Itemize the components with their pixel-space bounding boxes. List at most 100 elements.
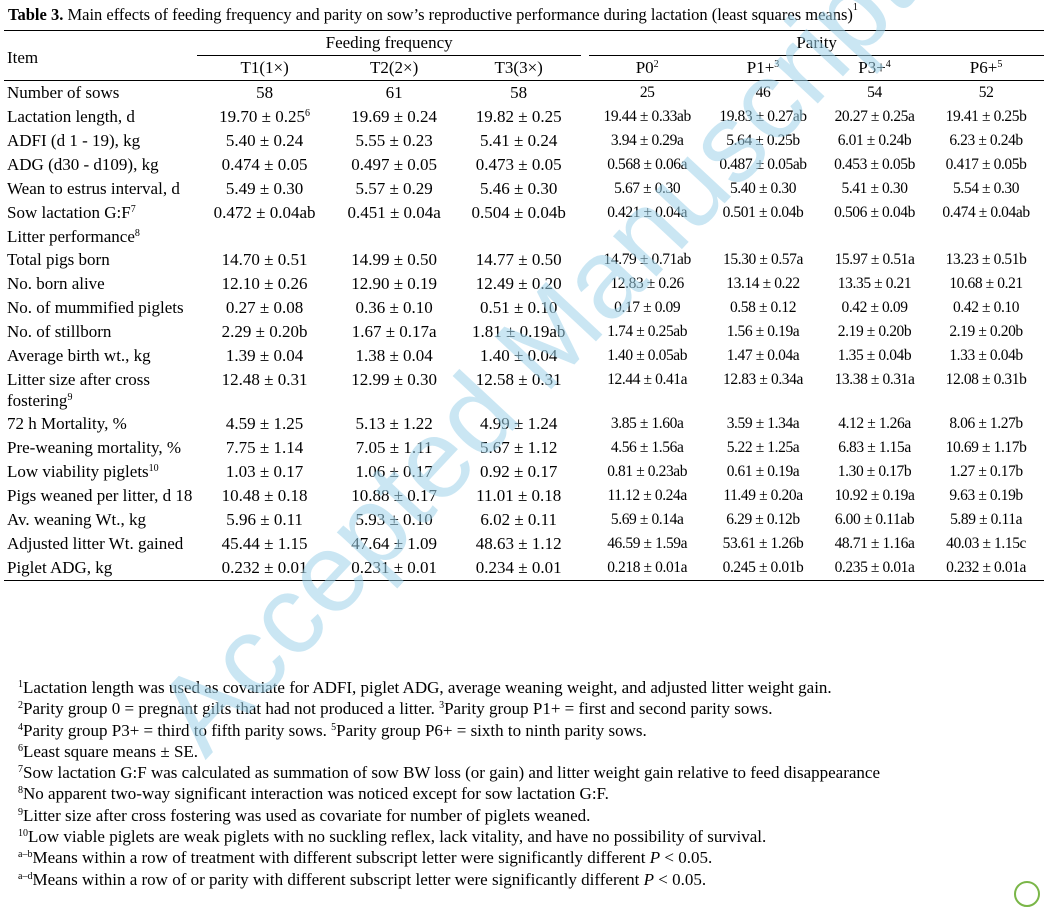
cell-text: 10.68 ± 0.21 <box>949 275 1023 292</box>
cell-text: 3.59 ± 1.34a <box>726 415 800 432</box>
cell: 5.54 ± 0.30 <box>928 177 1044 201</box>
row-label: Pigs weaned per litter, d 18 <box>4 484 197 508</box>
cell-text: 61 <box>385 83 403 102</box>
cell-text: 48.63 ± 1.12 <box>475 534 562 553</box>
cell: 4.12 ± 1.26a <box>821 412 928 436</box>
row-label-text: Average birth wt., kg <box>7 346 151 365</box>
cell: 1.81 ± 0.19ab <box>456 320 581 344</box>
cell <box>589 225 705 248</box>
row: Low viability piglets10 1.03 ± 0.17 1.06 ±… <box>4 460 1044 484</box>
row: Total pigs born 14.70 ± 0.51 14.99 ± 0.50 1… <box>4 248 1044 272</box>
gap <box>581 248 589 272</box>
cell: 0.568 ± 0.06a <box>589 153 705 177</box>
cell-text: 5.41 ± 0.24 <box>480 131 558 150</box>
cell-text: 4.99 ± 1.24 <box>480 414 558 433</box>
row-label: Av. weaning Wt., kg <box>4 508 197 532</box>
cell-text: 0.232 ± 0.01 <box>221 558 308 577</box>
row-label: Pre-weaning mortality, % <box>4 436 197 460</box>
cell-text: 4.59 ± 1.25 <box>225 414 304 433</box>
cell-text: 47.64 ± 1.09 <box>351 534 438 553</box>
cell-text: 0.487 ± 0.05ab <box>719 156 807 173</box>
gap <box>581 129 589 153</box>
cell: 0.81 ± 0.23ab <box>589 460 705 484</box>
cell: 11.49 ± 0.20a <box>705 484 821 508</box>
cell-text: 5.96 ± 0.11 <box>226 510 303 529</box>
row-label-text: Pigs weaned per litter, d 18 <box>7 486 193 505</box>
cell-text: 0.453 ± 0.05b <box>834 156 915 173</box>
cell <box>456 225 581 248</box>
cell: 0.421 ± 0.04a <box>589 201 705 225</box>
footnote-sup: 10 <box>18 828 28 840</box>
cell <box>821 225 928 248</box>
cell: 15.97 ± 0.51a <box>821 248 928 272</box>
cell-text: 0.51 ± 0.10 <box>480 298 558 317</box>
footnote: 10Low viable piglets are weak piglets wi… <box>18 826 880 847</box>
cell-text: 0.506 ± 0.04b <box>834 204 915 221</box>
cell-text: 4.56 ± 1.56a <box>610 439 684 456</box>
footnote: 2Parity group 0 = pregnant gilts that ha… <box>18 698 880 719</box>
cell: 19.69 ± 0.24 <box>332 105 456 129</box>
cell: 4.56 ± 1.56a <box>589 436 705 460</box>
cell: 10.88 ± 0.17 <box>332 484 456 508</box>
cell: 0.17 ± 0.09 <box>589 296 705 320</box>
cell: 10.92 ± 0.19a <box>821 484 928 508</box>
column-header: T2(2×) <box>332 55 457 81</box>
gap <box>581 460 589 484</box>
cell: 5.41 ± 0.30 <box>821 177 928 201</box>
cell: 1.06 ± 0.17 <box>332 460 456 484</box>
cell-text: 1.74 ± 0.25ab <box>607 323 688 340</box>
cell-sup: 6 <box>305 108 311 119</box>
cell-text: 0.36 ± 0.10 <box>355 298 433 317</box>
cell-text: 12.48 ± 0.31 <box>221 370 308 389</box>
cell: 0.504 ± 0.04b <box>456 201 581 225</box>
cell-text: 4.12 ± 1.26a <box>838 415 911 432</box>
column-header-text: P1+ <box>746 58 775 77</box>
cell: 0.61 ± 0.19a <box>705 460 821 484</box>
footnote-italic: P <box>649 848 661 868</box>
row-label: ADG (d30 - d109), kg <box>4 153 197 177</box>
row-label-text: ADFI (d 1 - 19), kg <box>7 131 141 150</box>
cell-text: 19.70 ± 0.25 <box>219 107 306 126</box>
cell: 14.77 ± 0.50 <box>456 248 581 272</box>
footnote-sup: 2 <box>18 700 23 712</box>
cell: 19.83 ± 0.27ab <box>705 105 821 129</box>
row-label: Piglet ADG, kg <box>4 556 197 581</box>
cell: 5.67 ± 0.30 <box>589 177 705 201</box>
cell-text: 54 <box>867 84 882 101</box>
cell: 19.41 ± 0.25b <box>928 105 1044 129</box>
cell: 0.472 ± 0.04ab <box>197 201 332 225</box>
footnote-text: Parity group 0 = pregnant gilts that had… <box>23 699 440 719</box>
column-header-sup: 5 <box>997 59 1003 70</box>
column-header-text: T3(3×) <box>494 58 543 77</box>
cell-text: 2.29 ± 0.20b <box>221 322 308 341</box>
cell-text: 10.88 ± 0.17 <box>351 486 438 505</box>
cell: 4.99 ± 1.24 <box>456 412 581 436</box>
cell-text: 53.61 ± 1.26b <box>722 535 804 552</box>
footnote-sup: 3 <box>439 700 445 712</box>
gap <box>581 225 589 248</box>
cell-text: 0.92 ± 0.17 <box>480 462 558 481</box>
cell: 6.02 ± 0.11 <box>456 508 581 532</box>
row-label: 72 h Mortality, % <box>4 412 197 436</box>
gap <box>581 105 589 129</box>
row-label: Sow lactation G:F7 <box>4 201 197 225</box>
cell-text: 52 <box>978 84 994 101</box>
column-header: P6+5 <box>928 55 1044 81</box>
cell: 12.90 ± 0.19 <box>332 272 456 296</box>
footnote-text: < 0.05. <box>654 869 707 889</box>
footnote-text: Lactation length was used as covariate f… <box>23 678 832 697</box>
cell: 54 <box>821 81 928 106</box>
cell: 13.38 ± 0.31a <box>821 368 928 412</box>
cell: 13.35 ± 0.21 <box>821 272 928 296</box>
cell-text: 5.49 ± 0.30 <box>225 179 304 198</box>
cell: 15.30 ± 0.57a <box>705 248 821 272</box>
row: Pre-weaning mortality, % 7.75 ± 1.14 7.05 … <box>4 436 1044 460</box>
cell: 0.501 ± 0.04b <box>705 201 821 225</box>
cell: 0.417 ± 0.05b <box>928 153 1044 177</box>
row: Average birth wt., kg 1.39 ± 0.04 1.38 ± 0… <box>4 344 1044 368</box>
cell: 5.64 ± 0.25b <box>705 129 821 153</box>
cell-text: 13.38 ± 0.31a <box>834 371 915 388</box>
cell: 5.93 ± 0.10 <box>332 508 456 532</box>
cell: 0.42 ± 0.10 <box>928 296 1044 320</box>
